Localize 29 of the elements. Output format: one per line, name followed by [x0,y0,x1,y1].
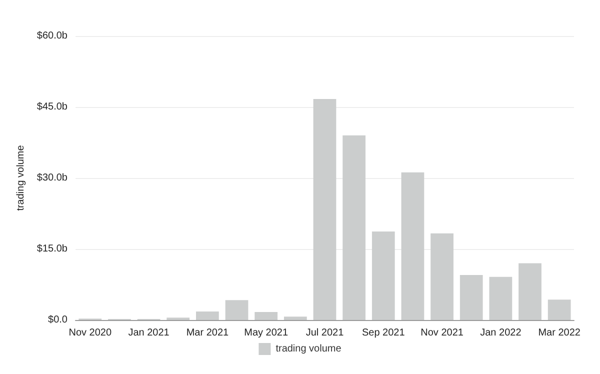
x-tick-label: Nov 2021 [420,328,464,338]
bar [225,300,248,320]
bar [254,312,278,320]
bar [518,263,542,320]
x-tick-label: Mar 2021 [186,328,230,338]
y-tick-label: $30.0b [36,172,68,184]
bar [548,300,571,320]
y-tick-label: $15.0b [36,244,68,254]
x-tick-label: Sep 2021 [362,328,406,338]
bar [372,231,395,320]
bar [342,135,366,320]
x-tick-label: Jan 2021 [128,328,170,338]
y-tick-label: $60.0b [36,30,68,42]
bar [401,172,424,320]
x-tick-label: Jul 2021 [306,328,344,338]
bar [284,316,307,320]
x-tick-label: Mar 2022 [538,328,581,338]
bar [430,233,454,320]
bar [313,98,336,320]
x-tick-label: Nov 2020 [68,328,112,338]
y-tick-label: $0.0 [48,314,68,326]
legend-label: trading volume [276,344,342,354]
bar [196,311,219,320]
x-tick-label: Jan 2022 [480,328,522,338]
x-tick-label: May 2021 [244,328,288,338]
bar [460,275,483,320]
y-tick-label: $45.0b [36,102,68,112]
y-axis-title: trading volume [16,144,26,211]
bar [489,276,512,320]
